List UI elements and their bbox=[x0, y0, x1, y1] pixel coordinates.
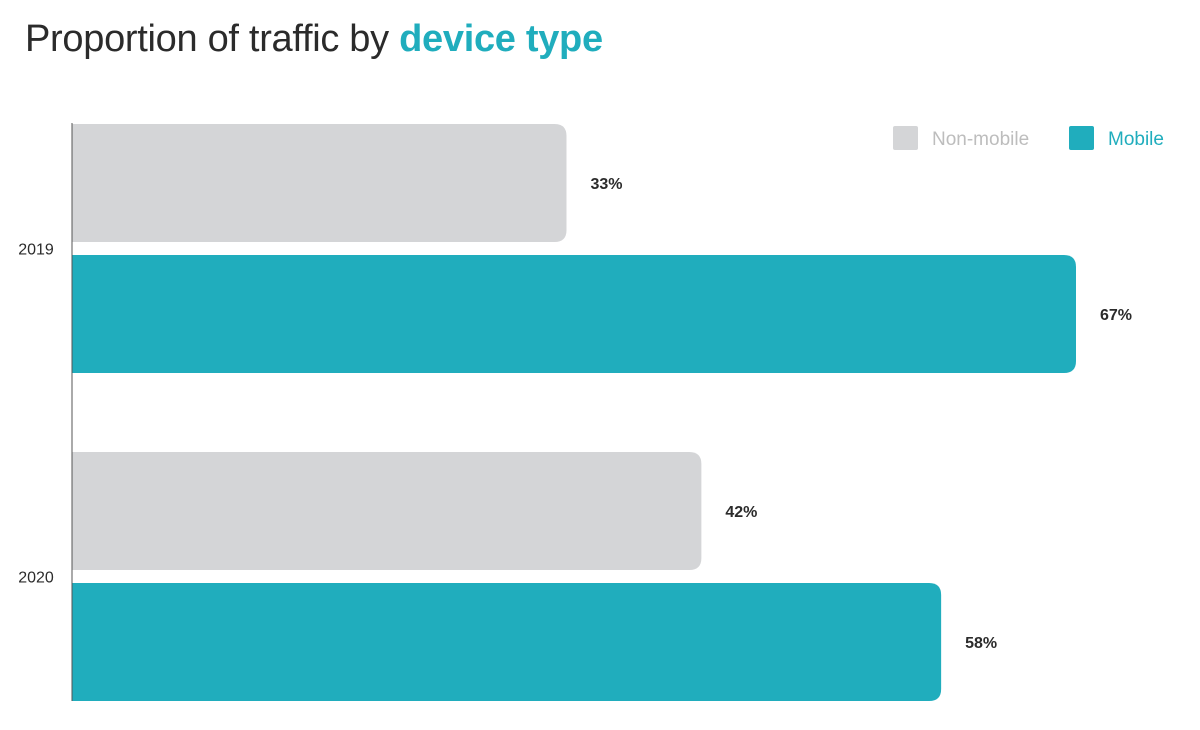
value-label-mobile-2019: 67% bbox=[1100, 307, 1132, 324]
chart-title: Proportion of traffic by device type bbox=[25, 18, 603, 61]
value-labels-group: 33% 67% 42% 58% bbox=[591, 176, 1133, 652]
value-label-non-mobile-2020: 42% bbox=[725, 504, 757, 521]
chart-title-highlight: device type bbox=[399, 18, 603, 60]
bar-non-mobile-2019 bbox=[72, 124, 567, 242]
bar-non-mobile-2020 bbox=[72, 452, 702, 570]
legend-label-mobile: Mobile bbox=[1108, 129, 1164, 150]
legend: Non-mobile Mobile bbox=[893, 126, 1164, 150]
bar-mobile-2020 bbox=[72, 583, 942, 701]
bars-group bbox=[72, 124, 1076, 701]
legend-swatch-non-mobile bbox=[893, 126, 918, 150]
category-label-2019: 2019 bbox=[18, 242, 54, 259]
chart-title-prefix: Proportion of traffic by bbox=[25, 18, 400, 60]
value-label-non-mobile-2019: 33% bbox=[591, 176, 623, 193]
legend-label-non-mobile: Non-mobile bbox=[932, 129, 1029, 150]
value-label-mobile-2020: 58% bbox=[965, 635, 997, 652]
category-label-2020: 2020 bbox=[18, 570, 54, 587]
category-labels-group: 2019 2020 bbox=[18, 242, 54, 587]
bar-mobile-2019 bbox=[72, 255, 1076, 373]
legend-swatch-mobile bbox=[1069, 126, 1094, 150]
